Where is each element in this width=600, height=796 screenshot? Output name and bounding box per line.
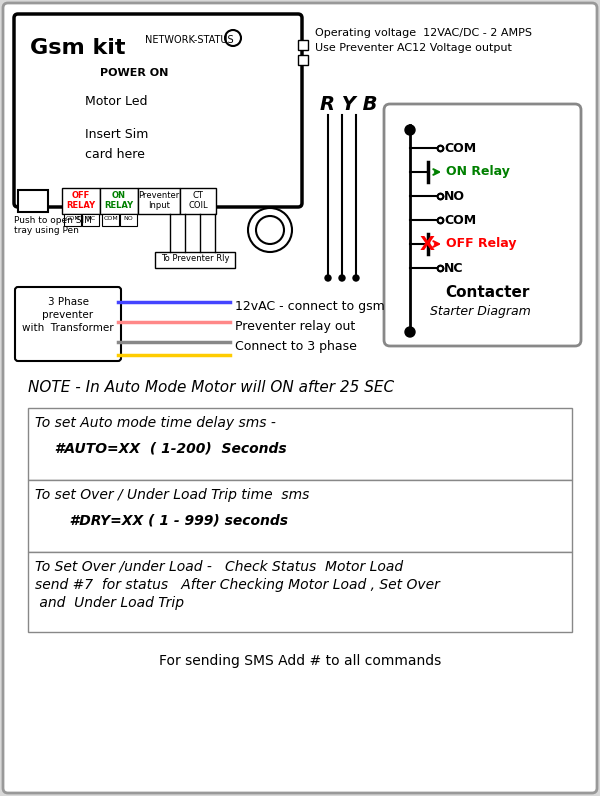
Text: COM: COM (103, 216, 118, 221)
Text: NC: NC (444, 262, 464, 275)
Text: To Preventer Rly: To Preventer Rly (161, 254, 229, 263)
Bar (64, 214, 81, 226)
Text: Operating voltage  12VAC/DC - 2 AMPS: Operating voltage 12VAC/DC - 2 AMPS (315, 28, 532, 38)
Text: To set Auto mode time delay sms -: To set Auto mode time delay sms - (35, 416, 276, 430)
Text: OFF Relay: OFF Relay (446, 237, 517, 251)
Circle shape (325, 275, 331, 281)
Text: Gsm kit: Gsm kit (30, 38, 125, 58)
Text: NC: NC (86, 216, 95, 221)
Circle shape (405, 125, 415, 135)
Text: Contacter: Contacter (445, 285, 529, 300)
Bar (138, 188, 180, 214)
Text: card here: card here (85, 148, 145, 161)
Text: X: X (420, 235, 435, 253)
Text: ON Relay: ON Relay (446, 166, 510, 178)
Text: and  Under Load Trip: and Under Load Trip (35, 596, 184, 610)
Text: OFF
RELAY: OFF RELAY (67, 191, 95, 210)
Circle shape (339, 275, 345, 281)
Text: Motor Led: Motor Led (85, 95, 148, 108)
Circle shape (256, 216, 284, 244)
Bar (18, 190, 48, 212)
Text: COM: COM (444, 213, 476, 227)
Text: To set Over / Under Load Trip time  sms: To set Over / Under Load Trip time sms (35, 488, 310, 502)
Circle shape (353, 275, 359, 281)
Text: 12vAC - connect to gsm: 12vAC - connect to gsm (235, 300, 385, 313)
Text: Insert Sim: Insert Sim (85, 128, 148, 141)
Bar (28, 480, 572, 552)
Text: 3 Phase
preventer
with  Transformer: 3 Phase preventer with Transformer (22, 297, 114, 334)
Bar (100, 188, 138, 214)
Bar (180, 188, 216, 214)
Text: COM: COM (65, 216, 80, 221)
Circle shape (405, 327, 415, 337)
FancyBboxPatch shape (3, 3, 597, 793)
Bar (28, 552, 572, 632)
Text: NOTE - In Auto Mode Motor will ON after 25 SEC: NOTE - In Auto Mode Motor will ON after … (28, 380, 394, 395)
Text: #DRY=XX ( 1 - 999) seconds: #DRY=XX ( 1 - 999) seconds (55, 514, 288, 528)
Text: For sending SMS Add # to all commands: For sending SMS Add # to all commands (159, 654, 441, 668)
Text: Use Preventer AC12 Voltage output: Use Preventer AC12 Voltage output (315, 43, 512, 53)
FancyBboxPatch shape (384, 104, 581, 346)
Text: NETWORK-STATUS: NETWORK-STATUS (145, 35, 233, 45)
Text: Starter Diagram: Starter Diagram (430, 305, 531, 318)
Text: ON
RELAY: ON RELAY (104, 191, 134, 210)
Bar (62, 188, 100, 214)
Bar (155, 252, 235, 268)
Bar (298, 55, 308, 65)
Bar (298, 40, 308, 50)
Text: R Y B: R Y B (320, 95, 377, 114)
FancyBboxPatch shape (14, 14, 302, 207)
Text: Preventer relay out: Preventer relay out (235, 320, 355, 333)
Text: NO: NO (444, 189, 465, 202)
Text: Preventer
Input: Preventer Input (139, 191, 179, 210)
Text: #AUTO=XX  ( 1-200)  Seconds: #AUTO=XX ( 1-200) Seconds (45, 442, 287, 456)
Text: COM: COM (444, 142, 476, 154)
Bar (82, 214, 99, 226)
Text: Connect to 3 phase: Connect to 3 phase (235, 340, 357, 353)
Text: NO: NO (124, 216, 133, 221)
Bar (28, 408, 572, 480)
Text: To Set Over /under Load -   Check Status  Motor Load: To Set Over /under Load - Check Status M… (35, 560, 403, 574)
Text: CT
COIL: CT COIL (188, 191, 208, 210)
FancyBboxPatch shape (15, 287, 121, 361)
Bar (120, 214, 137, 226)
Circle shape (248, 208, 292, 252)
Bar (102, 214, 119, 226)
Circle shape (225, 30, 241, 46)
Text: POWER ON: POWER ON (100, 68, 169, 78)
Text: Push to open SIM
tray using Pen: Push to open SIM tray using Pen (14, 216, 92, 236)
Text: send #7  for status   After Checking Motor Load , Set Over: send #7 for status After Checking Motor … (35, 578, 440, 592)
